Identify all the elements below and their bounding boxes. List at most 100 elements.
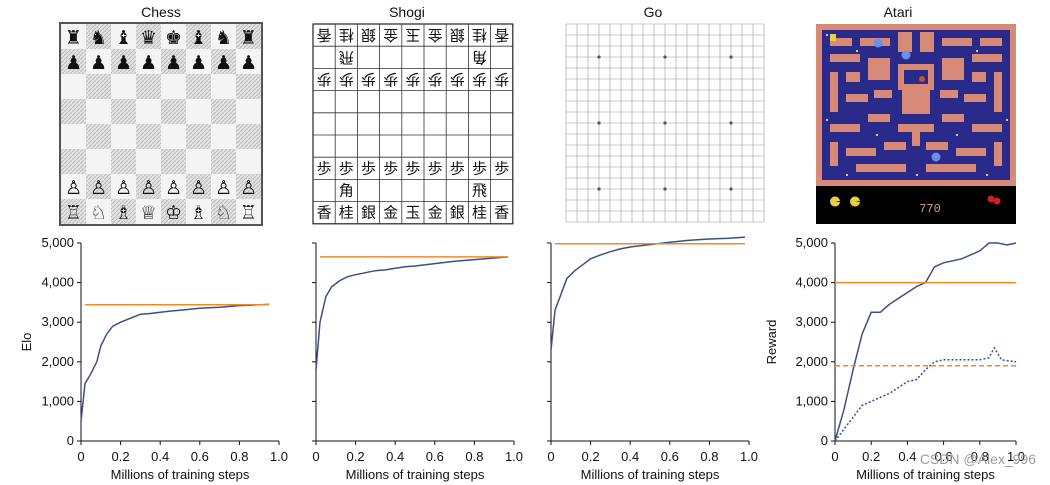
chess-square (211, 49, 236, 74)
shogi-piece: 飛 (339, 48, 354, 66)
x-axis-label: Millions of training steps (581, 467, 720, 482)
chess-square (211, 24, 236, 49)
chess-square (136, 99, 161, 124)
shogi-piece: 歩 (450, 159, 465, 177)
chess-square (161, 199, 186, 224)
maze-wall (902, 84, 930, 114)
go-star-point (597, 121, 601, 125)
maze-wall (980, 38, 1002, 46)
maze-wall (920, 32, 934, 52)
shogi-piece: 歩 (428, 159, 443, 177)
chess-square (61, 174, 86, 199)
chess-piece: ♘ (215, 202, 232, 224)
ghost (931, 152, 941, 162)
shogi-board: 香桂銀金玉金銀桂香飛 角歩歩歩歩歩歩歩歩歩歩歩歩歩歩歩歩歩歩角 飛香桂銀金玉金銀桂香 (312, 23, 514, 225)
shogi-piece: 桂 (339, 26, 354, 44)
shogi-piece: 香 (494, 204, 509, 222)
maze-wall (868, 58, 890, 80)
chess-piece: ♟ (65, 52, 82, 74)
shogi-piece: 角 (472, 48, 487, 66)
charts: 0 0.2 0.4 0.6 0.8 1.0 0 1,000 2,000 3,000 4,000 5,0… (19, 235, 1025, 482)
chess-square (61, 149, 86, 174)
x-tick-label: 0.4 (621, 449, 639, 464)
chess-piece: ♟ (215, 52, 232, 74)
maze-wall (816, 24, 1016, 30)
chess-square (161, 24, 186, 49)
maze-wall (942, 58, 964, 80)
shogi-piece: 歩 (405, 159, 420, 177)
x-axis-label: Millions of training steps (856, 467, 995, 482)
chess-square (86, 199, 111, 224)
chess-square (61, 124, 86, 149)
chess-square (186, 174, 211, 199)
chess-square (136, 24, 161, 49)
chess-board: ♜ ♞ ♝ ♛ ♚ ♝ ♞ ♜ ♟ ♟ ♟ ♟ ♟ ♟ ♟ ♟ ♙ ♙ ♙ ♙ ♙ ♙ ♙ ♙ ♖ ♘ ♗ ♕ ♔ ♗ ♘ ♖ (59, 22, 263, 226)
x-tick-label: 0 (77, 449, 84, 464)
chess-piece: ♘ (90, 202, 107, 224)
maze-wall (926, 142, 948, 150)
chess-square (136, 149, 161, 174)
chess-square (86, 49, 111, 74)
chess-square (136, 49, 161, 74)
shogi-piece: 歩 (405, 71, 420, 89)
shogi-piece: 銀 (450, 204, 465, 222)
chess-square (236, 199, 261, 224)
pellet (826, 34, 828, 36)
shogi-piece: 桂 (472, 204, 487, 222)
shogi-piece: 歩 (494, 71, 509, 89)
shogi-piece: 金 (428, 204, 443, 222)
chess-square (186, 124, 211, 149)
chess-square (211, 174, 236, 199)
shogi-piece: 玉 (405, 26, 420, 44)
chart-atari: 0 0.2 0.4 0.6 0.8 1.0 0 1,000 2,000 3,000 4,000 5,0… (764, 235, 1025, 482)
maze-wall (846, 94, 868, 102)
chess-square (236, 74, 261, 99)
chess-square (236, 24, 261, 49)
series-muzero (80, 303, 270, 422)
panel-title-atari: Atari (883, 4, 913, 20)
x-tick-label: 0.2 (582, 449, 600, 464)
x-tick-label: 1.0 (1007, 449, 1025, 464)
maze-wall (964, 94, 986, 102)
shogi-piece: 歩 (494, 159, 509, 177)
x-tick-label: 1.0 (505, 449, 523, 464)
chess-square (136, 199, 161, 224)
chess-square (86, 124, 111, 149)
chess-piece: ♟ (190, 52, 207, 74)
chess-piece: ♟ (115, 52, 132, 74)
chess-square (61, 49, 86, 74)
pellet (916, 174, 918, 176)
chess-square (161, 149, 186, 174)
chess-square (86, 74, 111, 99)
maze-wall (830, 124, 860, 132)
y-tick-label: 3,000 (795, 314, 828, 329)
x-tick-label: 1.0 (270, 449, 288, 464)
y-tick-label: 2,000 (795, 354, 828, 369)
shogi-piece: 歩 (450, 71, 465, 89)
chess-square (211, 124, 236, 149)
pellet (976, 50, 978, 52)
series-muzero (315, 256, 509, 370)
x-tick-label: 0 (831, 449, 838, 464)
shogi-piece: 金 (383, 26, 398, 44)
chess-square (236, 49, 261, 74)
chess-piece: ♙ (65, 177, 82, 199)
chess-square (186, 199, 211, 224)
chess-piece: ♙ (165, 177, 182, 199)
shogi-piece: 桂 (339, 204, 354, 222)
chart-go: 0 0.2 0.4 0.6 0.8 1.0 Millions of training ste… (547, 236, 758, 482)
pellet (876, 134, 878, 136)
maze-wall (972, 124, 1002, 132)
shogi-piece: 銀 (361, 26, 376, 44)
y-tick-label: 3,000 (41, 314, 74, 329)
shogi-piece: 角 (339, 182, 354, 200)
y-tick-label: 5,000 (795, 235, 828, 250)
chess-piece: ♖ (240, 202, 257, 224)
y-tick-label: 2,000 (41, 354, 74, 369)
cherry-icon (993, 197, 1001, 205)
chess-square (61, 199, 86, 224)
shogi-piece: 銀 (361, 204, 376, 222)
chess-piece: ♙ (215, 177, 232, 199)
chess-piece: ♞ (215, 27, 232, 49)
